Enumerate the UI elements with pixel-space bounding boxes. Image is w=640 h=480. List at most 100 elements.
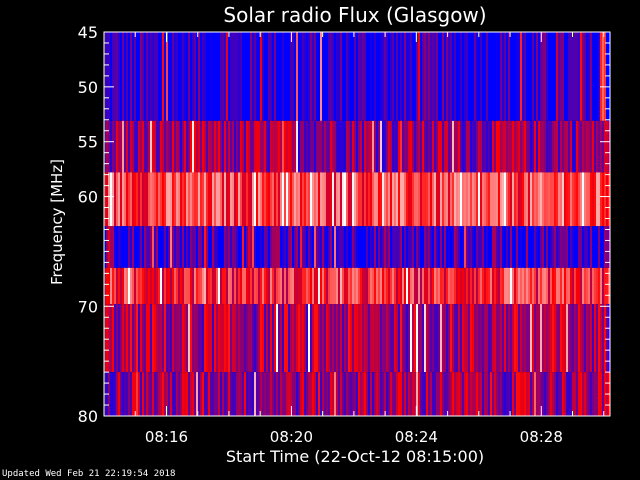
- heatmap-cell: [580, 267, 583, 305]
- heatmap-cell: [538, 372, 541, 416]
- heatmap-cell: [462, 172, 465, 227]
- heatmap-cell: [472, 304, 475, 373]
- heatmap-cell: [508, 120, 511, 173]
- heatmap-cell: [136, 304, 139, 373]
- heatmap-cell: [408, 304, 411, 373]
- heatmap-cell: [286, 372, 289, 416]
- heatmap-cell: [496, 172, 499, 227]
- heatmap-cell: [392, 120, 395, 173]
- heatmap-cell: [164, 267, 167, 305]
- heatmap-cell: [448, 267, 451, 305]
- heatmap-cell: [112, 267, 115, 305]
- heatmap-cell: [234, 372, 237, 416]
- heatmap-cell: [224, 32, 227, 121]
- heatmap-cell: [568, 172, 571, 227]
- heatmap-cell: [246, 267, 249, 305]
- heatmap-cell: [438, 267, 441, 305]
- heatmap-cell: [376, 226, 379, 268]
- heatmap-cell: [208, 372, 211, 416]
- heatmap-cell: [126, 120, 129, 173]
- heatmap-cell: [112, 172, 115, 227]
- heatmap-cell: [210, 32, 213, 121]
- heatmap-cell: [596, 172, 599, 227]
- heatmap-cell: [450, 32, 453, 121]
- heatmap-cell: [546, 267, 549, 305]
- heatmap-cell: [118, 372, 121, 416]
- heatmap-cell: [508, 32, 511, 121]
- heatmap-cell: [224, 304, 227, 373]
- heatmap-cell: [500, 172, 503, 227]
- heatmap-cell: [302, 120, 305, 173]
- heatmap-cell: [260, 267, 263, 305]
- heatmap-cell: [588, 267, 591, 305]
- heatmap-cell: [268, 226, 271, 268]
- heatmap-cell: [302, 267, 305, 305]
- heatmap-cell: [254, 226, 257, 268]
- heatmap-cell: [552, 172, 555, 227]
- heatmap-cell: [152, 226, 155, 268]
- heatmap-cell: [386, 120, 389, 173]
- heatmap-cell: [200, 172, 203, 227]
- heatmap-cell: [138, 226, 141, 268]
- heatmap-cell: [228, 226, 231, 268]
- heatmap-cell: [532, 304, 535, 373]
- heatmap-cell: [288, 32, 291, 121]
- heatmap-cell: [570, 32, 573, 121]
- heatmap-cell: [352, 226, 355, 268]
- heatmap-cell: [450, 304, 453, 373]
- heatmap-cell: [506, 120, 509, 173]
- heatmap-cell: [430, 32, 433, 121]
- heatmap-cell: [518, 32, 521, 121]
- heatmap-cell: [496, 120, 499, 173]
- heatmap-cell: [332, 226, 335, 268]
- heatmap-cell: [376, 304, 379, 373]
- heatmap-cell: [384, 32, 387, 121]
- heatmap-cell: [572, 304, 575, 373]
- heatmap-cell: [472, 32, 475, 121]
- heatmap-cell: [526, 32, 529, 121]
- heatmap-cell: [328, 32, 331, 121]
- heatmap-cell: [378, 304, 381, 373]
- heatmap-cell: [444, 372, 447, 416]
- heatmap-cell: [362, 267, 365, 305]
- heatmap-cell: [534, 372, 537, 416]
- heatmap-cell: [548, 304, 551, 373]
- heatmap-cell: [224, 372, 227, 416]
- heatmap-cell: [208, 267, 211, 305]
- heatmap-cell: [210, 304, 213, 373]
- heatmap-cell: [294, 32, 297, 121]
- heatmap-cell: [280, 120, 283, 173]
- heatmap-cell: [208, 172, 211, 227]
- heatmap-cell: [398, 120, 401, 173]
- heatmap-cell: [278, 226, 281, 268]
- heatmap-cell: [304, 304, 307, 373]
- heatmap-cell: [560, 304, 563, 373]
- heatmap-cell: [584, 372, 587, 416]
- heatmap-cell: [284, 372, 287, 416]
- heatmap-cell: [572, 32, 575, 121]
- heatmap-cell: [340, 304, 343, 373]
- heatmap-cell: [282, 32, 285, 121]
- heatmap-cell: [274, 172, 277, 227]
- heatmap-cell: [434, 172, 437, 227]
- heatmap-cell: [598, 304, 601, 373]
- heatmap-cell: [292, 172, 295, 227]
- heatmap-cell: [558, 172, 561, 227]
- heatmap-cell: [290, 372, 293, 416]
- heatmap-cell: [560, 226, 563, 268]
- heatmap-cell: [182, 172, 185, 227]
- heatmap-cell: [392, 304, 395, 373]
- heatmap-cell: [388, 267, 391, 305]
- heatmap-cell: [444, 172, 447, 227]
- heatmap-cell: [218, 304, 221, 373]
- heatmap-cell: [388, 32, 391, 121]
- heatmap-cell: [598, 120, 601, 173]
- heatmap-cell: [606, 226, 609, 268]
- heatmap-cell: [564, 32, 567, 121]
- heatmap-cell: [300, 267, 303, 305]
- heatmap-cell: [552, 32, 555, 121]
- heatmap-cell: [244, 267, 247, 305]
- heatmap-cell: [594, 120, 597, 173]
- heatmap-cell: [378, 226, 381, 268]
- heatmap-cell: [430, 120, 433, 173]
